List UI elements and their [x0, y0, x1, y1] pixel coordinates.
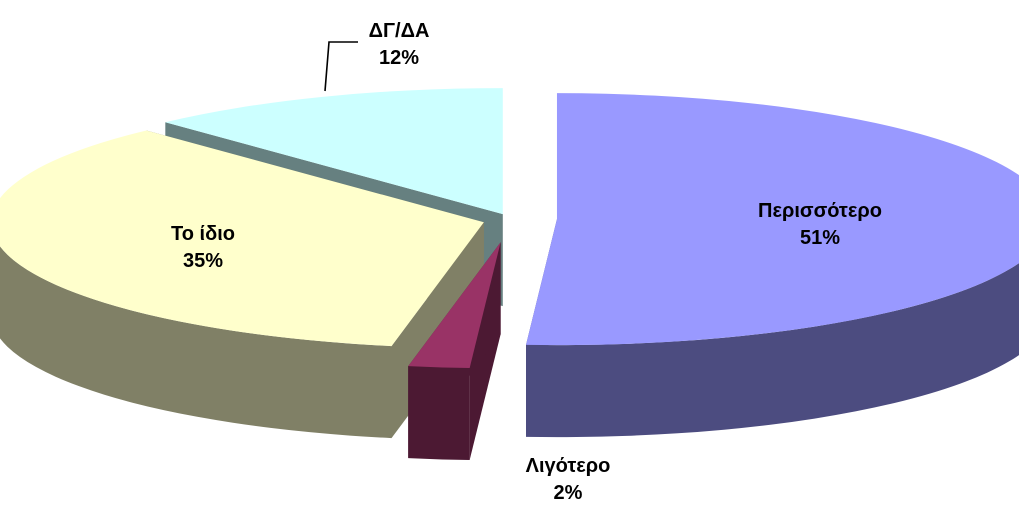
- slice-top-to-idio: [0, 130, 484, 347]
- slice-label-to-idio-name: Το ίδιο: [171, 223, 235, 245]
- slice-tops-layer: [0, 88, 1019, 369]
- slice-label-perissotero-name: Περισσότερο: [758, 200, 882, 222]
- slice-label-ligotero-value: 2%: [553, 482, 583, 504]
- slice-label-perissotero-value: 51%: [799, 227, 841, 249]
- slice-outer-wall-ligotero-0: [408, 366, 470, 461]
- slice-label-to-idio: Το ίδιο 35%: [171, 221, 235, 275]
- slice-label-dg-da-value: 12%: [378, 47, 420, 69]
- label-leader-line: [324, 41, 358, 92]
- slice-top-perissotero: [526, 93, 1019, 346]
- slice-label-ligotero: Λιγότερο 2%: [526, 453, 611, 507]
- slice-label-to-idio-value: 35%: [182, 250, 224, 272]
- slice-label-ligotero-name: Λιγότερο: [525, 455, 611, 477]
- slice-label-dg-da-name: ΔΓ/ΔΑ: [368, 20, 430, 42]
- slice-top-ligotero: [408, 242, 501, 369]
- slice-label-perissotero: Περισσότερο 51%: [758, 198, 882, 252]
- slice-outer-wall-to-idio-0: [0, 246, 392, 439]
- slice-top-dg-da: [165, 88, 503, 215]
- slice-outer-wall-perissotero-0: [526, 263, 1019, 438]
- slice-label-dg-da: ΔΓ/ΔΑ 12%: [369, 18, 430, 72]
